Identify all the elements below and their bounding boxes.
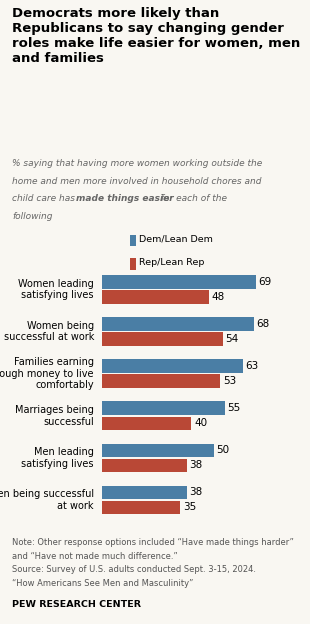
Text: 63: 63 xyxy=(245,361,259,371)
Text: “How Americans See Men and Masculinity”: “How Americans See Men and Masculinity” xyxy=(12,579,194,588)
Bar xyxy=(102,444,214,457)
Bar xyxy=(102,401,225,415)
Text: 40: 40 xyxy=(194,418,207,428)
Bar xyxy=(102,417,192,430)
Bar xyxy=(102,485,187,499)
Text: % saying that having more women working outside the: % saying that having more women working … xyxy=(12,159,263,168)
Text: PEW RESEARCH CENTER: PEW RESEARCH CENTER xyxy=(12,600,141,608)
Text: 53: 53 xyxy=(223,376,236,386)
Text: 54: 54 xyxy=(225,334,238,344)
Text: 68: 68 xyxy=(256,319,270,329)
Text: 38: 38 xyxy=(190,487,203,497)
Bar xyxy=(102,359,243,373)
Bar xyxy=(102,374,220,388)
Bar xyxy=(102,333,223,346)
Text: and “Have not made much difference.”: and “Have not made much difference.” xyxy=(12,552,178,560)
Bar xyxy=(102,290,209,304)
Text: Rep/Lean Rep: Rep/Lean Rep xyxy=(139,258,204,267)
Text: Dem/Lean Dem: Dem/Lean Dem xyxy=(139,235,213,243)
Bar xyxy=(102,500,180,514)
Text: 48: 48 xyxy=(212,292,225,302)
Text: Note: Other response options included “Have made things harder”: Note: Other response options included “H… xyxy=(12,538,294,547)
Text: Democrats more likely than
Republicans to say changing gender
roles make life ea: Democrats more likely than Republicans t… xyxy=(12,7,301,66)
Text: home and men more involved in household chores and: home and men more involved in household … xyxy=(12,177,262,185)
Text: 69: 69 xyxy=(259,277,272,287)
Bar xyxy=(102,459,187,472)
Text: child care has: child care has xyxy=(12,194,78,203)
Text: 50: 50 xyxy=(216,446,229,456)
Text: following: following xyxy=(12,212,53,220)
Text: Source: Survey of U.S. adults conducted Sept. 3-15, 2024.: Source: Survey of U.S. adults conducted … xyxy=(12,565,256,574)
Text: for each of the: for each of the xyxy=(158,194,227,203)
Text: 38: 38 xyxy=(190,461,203,470)
Bar xyxy=(102,317,254,331)
Bar xyxy=(102,275,256,289)
Text: made things easier: made things easier xyxy=(76,194,174,203)
Text: 55: 55 xyxy=(228,403,241,413)
Text: 35: 35 xyxy=(183,502,196,512)
